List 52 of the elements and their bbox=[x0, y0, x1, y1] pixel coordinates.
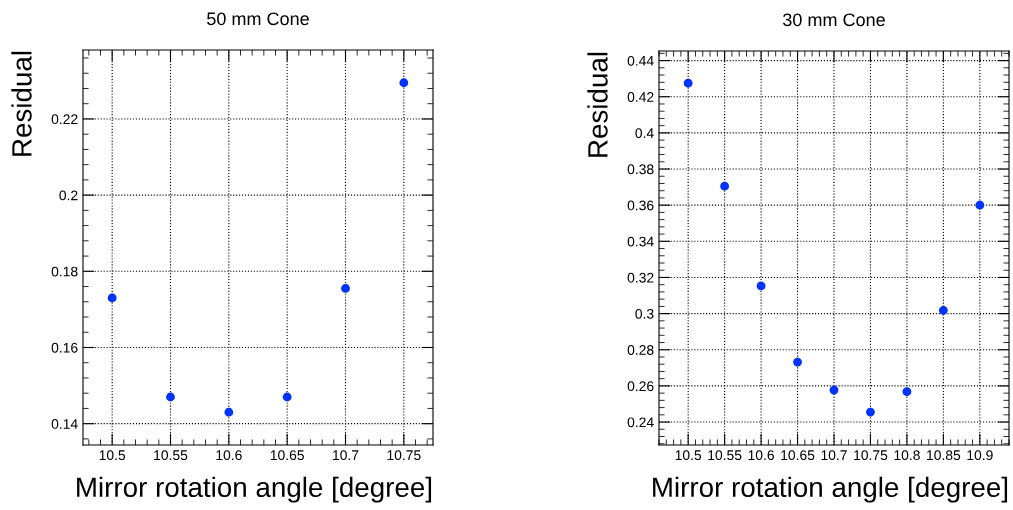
point bbox=[938, 305, 948, 315]
y-tick-label: 0.4 bbox=[635, 128, 654, 139]
y-tick-label: 0.36 bbox=[627, 200, 654, 211]
x-tick-label: 10.85 bbox=[927, 450, 961, 461]
x-tick-label: 10.8 bbox=[894, 450, 920, 461]
point bbox=[756, 281, 766, 291]
x-axis-title: Mirror rotation angle [degree] bbox=[77, 476, 432, 503]
chart-title: 50 mm Cone bbox=[207, 12, 309, 26]
point bbox=[107, 293, 117, 303]
point bbox=[341, 284, 350, 293]
y-tick-label: 0.2 bbox=[59, 190, 78, 201]
y-tick-label: 0.42 bbox=[627, 92, 654, 102]
y-tick-label: 0.44 bbox=[627, 55, 654, 66]
point bbox=[282, 392, 292, 402]
y-tick-label: 0.24 bbox=[627, 417, 654, 428]
x-tick-label: 10.5 bbox=[99, 450, 126, 461]
y-axis-title: Residual bbox=[587, 52, 608, 157]
y-tick-label: 0.34 bbox=[627, 236, 654, 247]
x-tick-label: 10.55 bbox=[708, 450, 742, 461]
x-tick-label: 10.6 bbox=[748, 450, 774, 461]
point bbox=[683, 78, 693, 88]
x-tick-label: 10.75 bbox=[387, 450, 421, 461]
x-axis-title: Mirror rotation angle [degree] bbox=[653, 476, 1008, 503]
x-tick-label: 10.55 bbox=[154, 450, 188, 461]
x-tick-label: 10.7 bbox=[821, 450, 847, 461]
x-tick-label: 10.75 bbox=[854, 450, 888, 461]
y-tick-label: 0.38 bbox=[627, 164, 654, 175]
y-tick-label: 0.3 bbox=[635, 308, 654, 319]
x-tick-label: 10.65 bbox=[781, 450, 815, 461]
point bbox=[166, 392, 175, 402]
point bbox=[224, 407, 234, 417]
x-tick-label: 10.6 bbox=[216, 450, 242, 461]
y-tick-label: 0.26 bbox=[627, 381, 654, 392]
y-tick-label: 0.32 bbox=[627, 272, 654, 283]
chart-title: 30 mm Cone bbox=[783, 13, 885, 27]
y-axis-title: Residual bbox=[11, 51, 32, 156]
y-tick-label: 0.22 bbox=[51, 114, 78, 125]
point bbox=[829, 385, 839, 395]
y-tick-label: 0.18 bbox=[51, 266, 78, 277]
y-tick-label: 0.14 bbox=[51, 419, 78, 429]
x-tick-label: 10.9 bbox=[967, 450, 993, 461]
point bbox=[902, 387, 912, 397]
point bbox=[975, 200, 985, 210]
y-tick-label: 0.16 bbox=[51, 342, 78, 353]
point bbox=[793, 357, 802, 367]
y-tick-label: 0.28 bbox=[627, 345, 654, 355]
x-tick-label: 10.5 bbox=[675, 450, 702, 461]
x-tick-label: 10.7 bbox=[333, 450, 359, 461]
x-tick-label: 10.65 bbox=[270, 450, 304, 461]
point bbox=[866, 407, 875, 417]
point bbox=[399, 78, 409, 88]
point bbox=[720, 181, 730, 191]
